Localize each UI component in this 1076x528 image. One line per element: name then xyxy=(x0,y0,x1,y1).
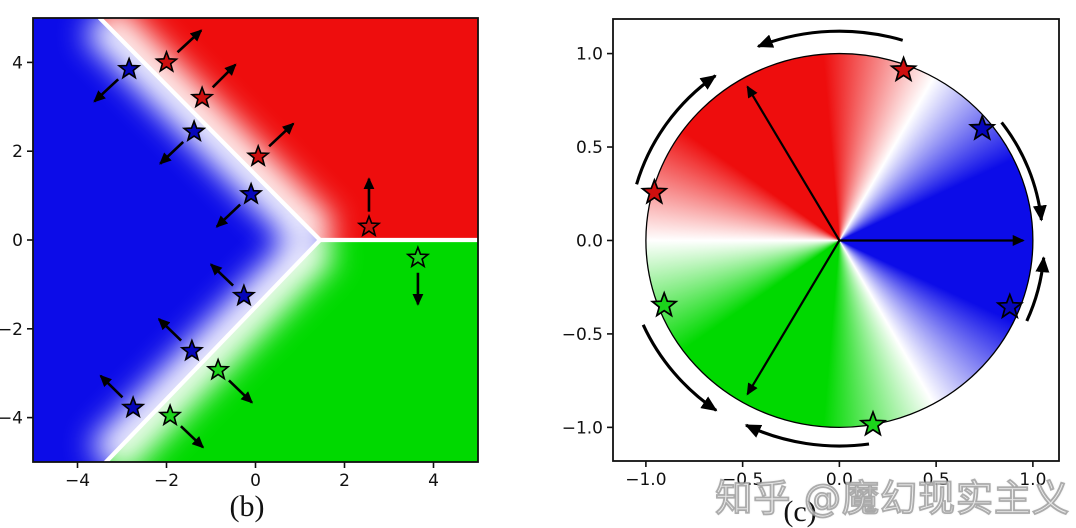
gradient-arrow xyxy=(215,203,242,228)
gradient-arrow xyxy=(228,379,254,404)
flow-arrow xyxy=(1025,256,1050,322)
boundary-line xyxy=(103,237,323,462)
y-tick-label: 2 xyxy=(12,142,23,162)
x-tick-label: 0 xyxy=(250,471,261,491)
flow-arrow xyxy=(744,423,870,448)
star-marker-blue xyxy=(231,283,257,307)
y-tick-label: −0.5 xyxy=(562,325,603,345)
star-marker-blue xyxy=(120,395,146,419)
x-tick-label: 2 xyxy=(339,471,350,491)
flow-arrow xyxy=(635,74,717,185)
gradient-arrow xyxy=(99,374,124,399)
y-tick-label: −2 xyxy=(0,320,23,340)
star-marker-green xyxy=(405,245,431,269)
star-marker-blue xyxy=(181,118,207,143)
star-marker-red xyxy=(889,55,918,83)
star-marker-green xyxy=(858,409,888,437)
gradient-arrow xyxy=(209,263,234,287)
star-marker-green xyxy=(157,403,183,427)
y-tick-label: 0.5 xyxy=(576,138,603,158)
star-marker-red xyxy=(189,85,215,109)
star-marker-red xyxy=(154,49,179,73)
x-tick-label: −4 xyxy=(65,471,90,491)
x-tick-label: 0.5 xyxy=(923,470,950,490)
star-marker-blue xyxy=(968,113,997,141)
x-tick-label: −2 xyxy=(154,471,179,491)
x-tick-label: 1.0 xyxy=(1019,470,1046,490)
y-tick-label: 1.0 xyxy=(576,45,603,65)
wheel-rim xyxy=(645,52,1034,429)
watermark: 知乎 @魔幻现实主义 xyxy=(714,476,1070,521)
prototype-arrow-red xyxy=(746,85,841,242)
region-blue xyxy=(33,18,320,462)
caption-panel-c: (c) xyxy=(783,495,817,528)
star-marker-blue xyxy=(995,292,1024,320)
gradient-arrow xyxy=(176,29,203,54)
y-tick-label: 0 xyxy=(12,231,23,251)
star-marker-blue xyxy=(238,181,264,205)
star-marker-green xyxy=(205,357,231,381)
gradient-arrow xyxy=(268,122,295,148)
prototype-arrow-green xyxy=(746,239,841,396)
gradient-arrow xyxy=(159,141,185,165)
flow-arrow xyxy=(641,324,718,412)
star-marker-red xyxy=(640,177,669,205)
gradient-arrow xyxy=(211,63,237,89)
y-tick-label: −4 xyxy=(0,409,23,429)
y-tick-label: 4 xyxy=(12,53,23,73)
x-tick-label: 4 xyxy=(428,471,439,491)
flow-arrow xyxy=(756,29,904,48)
gradient-arrow xyxy=(157,317,183,342)
star-marker-blue xyxy=(116,56,142,80)
star-marker-blue xyxy=(179,338,205,362)
region-green xyxy=(106,240,478,462)
boundary-line xyxy=(97,18,323,243)
gradient-arrow xyxy=(179,425,205,449)
panel-b-region-map xyxy=(33,18,478,462)
x-tick-label: −1.0 xyxy=(625,470,666,490)
star-marker-red xyxy=(356,213,382,238)
star-marker-green xyxy=(650,290,679,318)
y-tick-label: −1.0 xyxy=(562,418,603,438)
star-marker-red xyxy=(246,143,271,167)
x-tick-label: −0.5 xyxy=(722,470,763,490)
caption-panel-b: (b) xyxy=(229,490,265,523)
flow-arrow xyxy=(1000,121,1047,222)
y-tick-label: 0.0 xyxy=(576,231,603,251)
gradient-arrow xyxy=(93,78,120,103)
x-tick-label: 0.0 xyxy=(826,470,853,490)
